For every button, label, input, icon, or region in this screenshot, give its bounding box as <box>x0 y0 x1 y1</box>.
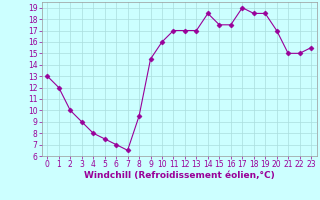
X-axis label: Windchill (Refroidissement éolien,°C): Windchill (Refroidissement éolien,°C) <box>84 171 275 180</box>
